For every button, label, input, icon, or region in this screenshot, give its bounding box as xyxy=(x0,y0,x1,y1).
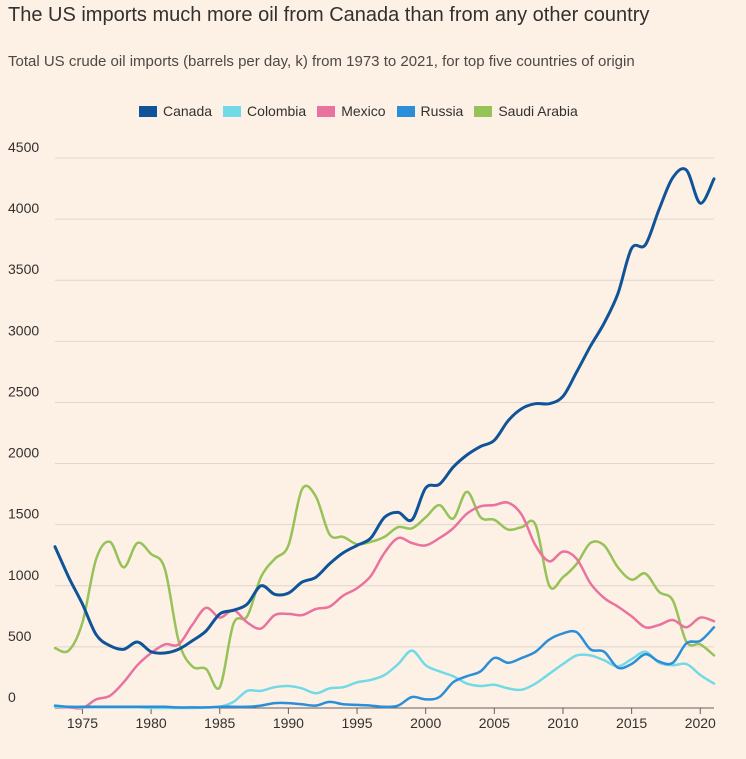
x-tick-label-1975: 1975 xyxy=(67,715,98,731)
legend-swatch-mexico xyxy=(317,105,336,117)
series-line-colombia xyxy=(53,649,716,710)
legend-item-canada: Canada xyxy=(139,103,212,119)
legend-label-mexico: Mexico xyxy=(341,103,386,119)
legend-label-saudi-arabia: Saudi Arabia xyxy=(498,103,578,119)
y-tick-label-2000: 2000 xyxy=(8,445,39,461)
legend-label-canada: Canada xyxy=(163,103,213,119)
legend-label-russia: Russia xyxy=(420,103,464,119)
x-tick-label-2000: 2000 xyxy=(410,715,441,731)
series-line-canada xyxy=(53,167,716,655)
legend-item-colombia: Colombia xyxy=(223,103,306,119)
y-tick-label-4000: 4000 xyxy=(8,200,39,216)
x-tick-label-2020: 2020 xyxy=(685,715,716,731)
x-tick-label-1980: 1980 xyxy=(136,715,167,731)
x-tick-label-1985: 1985 xyxy=(204,715,235,731)
y-tick-label-3000: 3000 xyxy=(8,322,39,338)
series-line-saudi-arabia xyxy=(53,484,716,690)
x-tick-label-1990: 1990 xyxy=(273,715,304,731)
series-line-russia xyxy=(53,626,716,709)
series-line-mexico xyxy=(53,501,716,710)
y-tick-label-3500: 3500 xyxy=(8,261,39,277)
y-tick-label-0: 0 xyxy=(8,689,16,705)
legend-item-mexico: Mexico xyxy=(317,103,386,119)
x-tick-label-2015: 2015 xyxy=(616,715,647,731)
x-tick-label-2010: 2010 xyxy=(547,715,578,731)
x-tick-label-2005: 2005 xyxy=(479,715,510,731)
y-tick-label-500: 500 xyxy=(8,628,32,644)
legend-swatch-russia xyxy=(396,105,415,117)
legend: Canada Colombia Mexico Russia Saudi Arab… xyxy=(139,103,589,119)
x-tick-label-1995: 1995 xyxy=(341,715,372,731)
chart-title: The US imports much more oil from Canada… xyxy=(8,4,650,26)
chart-subtitle: Total US crude oil imports (barrels per … xyxy=(8,53,635,70)
legend-swatch-colombia xyxy=(223,105,242,117)
y-tick-label-1500: 1500 xyxy=(8,506,39,522)
legend-swatch-canada xyxy=(139,105,157,117)
y-tick-label-1000: 1000 xyxy=(8,567,39,583)
legend-swatch-saudi-arabia xyxy=(474,105,493,117)
y-tick-label-4500: 4500 xyxy=(8,139,39,155)
y-tick-label-2500: 2500 xyxy=(8,383,39,399)
legend-item-saudi-arabia: Saudi Arabia xyxy=(474,103,578,119)
legend-item-russia: Russia xyxy=(396,103,464,119)
legend-label-colombia: Colombia xyxy=(247,103,307,119)
